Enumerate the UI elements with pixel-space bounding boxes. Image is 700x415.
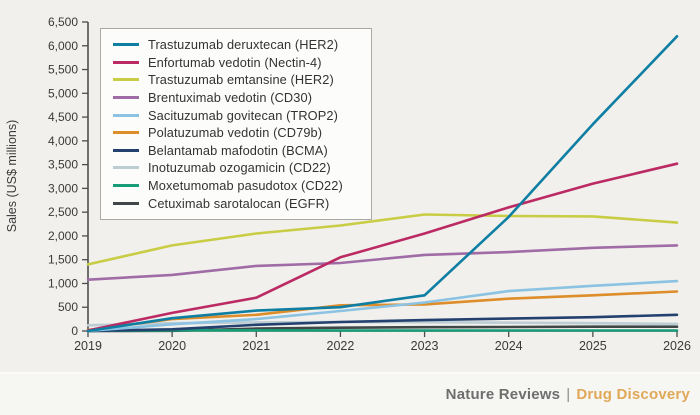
legend-swatch (113, 166, 139, 170)
y-tick-label: 6,500 (48, 15, 78, 29)
series-line-moxetumomab-pasudotox-cd22 (86, 328, 679, 333)
series-line-brentuximab-vedotin-cd30 (86, 244, 679, 282)
series-line-trastuzumab-emtansine-her2 (86, 213, 679, 266)
legend-label: Enfortumab vedotin (Nectin-4) (148, 54, 322, 70)
legend-item: Polatuzumab vedotin (CD79b) (113, 124, 361, 142)
y-tick-label: 4,000 (48, 134, 78, 148)
series-line-trastuzumab-deruxtecan-her2 (86, 34, 679, 333)
series-line-sacituzumab-govitecan-trop2 (86, 279, 679, 333)
legend-label: Cetuximab sarotalocan (EGFR) (148, 195, 330, 211)
y-tick-label: 5,500 (48, 63, 78, 77)
y-tick-label: 3,000 (48, 181, 78, 195)
legend-item: Enfortumab vedotin (Nectin-4) (113, 54, 361, 72)
y-tick-label: 4,500 (48, 110, 78, 124)
legend-swatch (113, 60, 139, 64)
x-tick-label: 2020 (158, 339, 186, 353)
legend-swatch (113, 113, 139, 117)
legend-swatch (113, 184, 139, 188)
legend-label: Polatuzumab vedotin (CD79b) (148, 125, 323, 141)
x-tick-label: 2021 (242, 339, 270, 353)
y-tick-label: 5,000 (48, 86, 78, 100)
journal-section: Drug Discovery (576, 386, 690, 403)
y-tick-label: 0 (71, 324, 78, 338)
legend-item: Sacituzumab govitecan (TROP2) (113, 106, 361, 124)
y-tick-label: 1,500 (48, 253, 78, 267)
sales-line-chart: Sales (US$ millions) 0 500 1,000 1,500 2,000… (5, 15, 691, 353)
journal-footer: Nature Reviews | Drug Discovery (0, 372, 700, 415)
legend-swatch (113, 78, 139, 82)
legend-label: Brentuximab vedotin (CD30) (148, 90, 313, 106)
chart-area: Sales (US$ millions) 0 500 1,000 1,500 2,000… (5, 15, 691, 353)
series-layer (86, 34, 679, 333)
series-line-belantamab-mafodotin-bcma (86, 313, 679, 333)
series-line-polatuzumab-vedotin-cd79b (86, 290, 679, 332)
legend-item: Trastuzumab deruxtecan (HER2) (113, 36, 361, 54)
y-tick-label: 6,000 (48, 39, 78, 53)
legend-label: Trastuzumab emtansine (HER2) (148, 72, 334, 88)
series-line-enfortumab-vedotin-nectin-4 (86, 162, 679, 332)
footer-separator: | (566, 386, 571, 403)
y-tick-label: 500 (58, 300, 78, 314)
legend-item: Inotuzumab ozogamicin (CD22) (113, 159, 361, 177)
x-tick-label: 2022 (327, 339, 355, 353)
x-tick-label: 2023 (411, 339, 439, 353)
legend-label: Inotuzumab ozogamicin (CD22) (148, 160, 331, 176)
x-tick-label: 2024 (495, 339, 523, 353)
legend-label: Belantamab mafodotin (BCMA) (148, 142, 328, 158)
y-tick-label: 1,000 (48, 276, 78, 290)
legend: Trastuzumab deruxtecan (HER2) Enfortumab … (100, 28, 372, 220)
legend-item: Cetuximab sarotalocan (EGFR) (113, 194, 361, 212)
x-tick-label: 2026 (663, 339, 691, 353)
axes: 0 500 1,000 1,500 2,000 2,500 3,000 3,500 4,000 4… (48, 15, 691, 353)
legend-label: Sacituzumab govitecan (TROP2) (148, 107, 338, 123)
legend-label: Trastuzumab deruxtecan (HER2) (148, 37, 339, 53)
legend-swatch (113, 131, 139, 135)
legend-item: Moxetumomab pasudotox (CD22) (113, 177, 361, 195)
legend-label: Moxetumomab pasudotox (CD22) (148, 178, 343, 194)
y-axis-title: Sales (US$ millions) (5, 120, 19, 233)
legend-swatch (113, 201, 139, 205)
journal-name: Nature Reviews (445, 386, 561, 403)
x-tick-label: 2025 (579, 339, 607, 353)
legend-item: Brentuximab vedotin (CD30) (113, 89, 361, 107)
y-tick-label: 2,000 (48, 229, 78, 243)
y-tick-label: 2,500 (48, 205, 78, 219)
x-tick-label: 2019 (74, 339, 102, 353)
legend-swatch (113, 96, 139, 100)
legend-item: Trastuzumab emtansine (HER2) (113, 71, 361, 89)
legend-swatch (113, 148, 139, 152)
legend-item: Belantamab mafodotin (BCMA) (113, 142, 361, 160)
legend-swatch (113, 43, 139, 47)
y-tick-label: 3,500 (48, 158, 78, 172)
